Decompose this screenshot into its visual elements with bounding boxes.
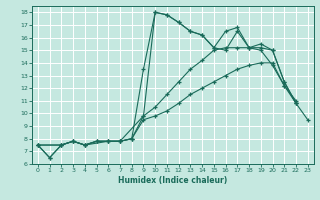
X-axis label: Humidex (Indice chaleur): Humidex (Indice chaleur) <box>118 176 228 185</box>
